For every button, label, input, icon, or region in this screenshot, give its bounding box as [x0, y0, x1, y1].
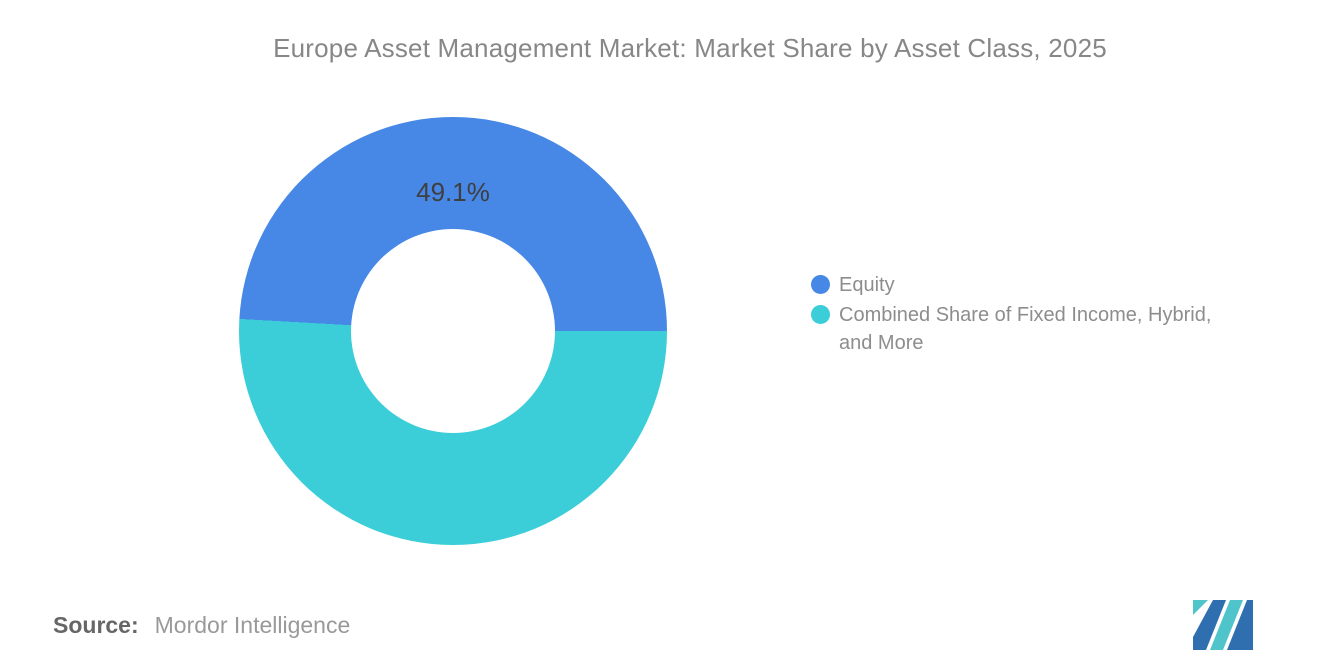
- source-text: Mordor Intelligence: [154, 612, 351, 638]
- legend: Equity Combined Share of Fixed Income, H…: [811, 271, 1234, 359]
- logo-shape-teal-corner: [1193, 600, 1208, 615]
- legend-label-combined-share: Combined Share of Fixed Income, Hybrid, …: [839, 304, 1212, 354]
- donut-chart[interactable]: 49.1%: [239, 117, 667, 545]
- source-line: Source: Mordor Intelligence: [53, 612, 350, 639]
- legend-marker-equity-icon: [811, 275, 830, 294]
- logo-shape-blue-right: [1227, 600, 1253, 650]
- mordor-intelligence-logo: [1193, 600, 1253, 650]
- legend-item-combined-share[interactable]: Combined Share of Fixed Income, Hybrid, …: [811, 301, 1234, 357]
- source-prefix: Source:: [53, 612, 139, 638]
- legend-label-equity: Equity: [839, 274, 895, 296]
- donut-hole: [351, 229, 555, 433]
- slice-label-equity: 49.1%: [416, 177, 490, 207]
- logo-shape-blue-left: [1193, 600, 1226, 650]
- legend-item-equity[interactable]: Equity: [811, 271, 1234, 299]
- chart-title: Europe Asset Management Market: Market S…: [273, 33, 1107, 63]
- legend-marker-combined-share-icon: [811, 305, 830, 324]
- logo-shape-teal-band: [1210, 600, 1243, 650]
